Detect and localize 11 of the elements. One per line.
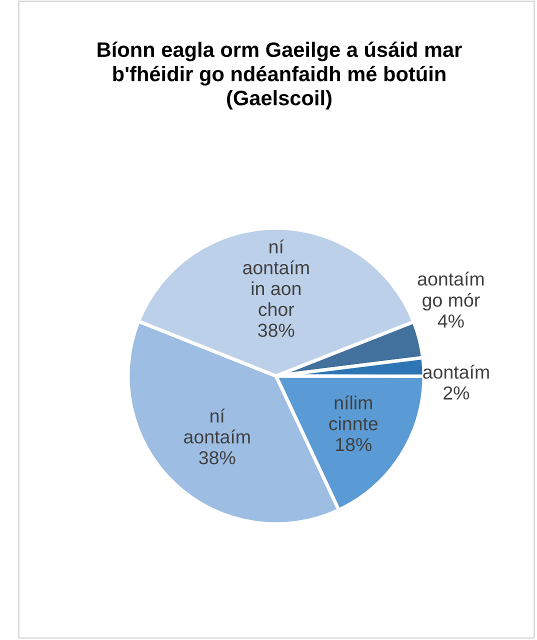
data-label: 4%: [438, 314, 464, 328]
slice-label: ní aontaím in aon chor: [243, 239, 309, 316]
data-label: 2%: [444, 386, 470, 400]
slice-label: aontaím go mór: [418, 272, 484, 311]
data-label: 18%: [336, 438, 372, 452]
slice-label: nílim cinnte: [329, 395, 378, 430]
slice-label: aontaím: [423, 364, 489, 379]
data-label: 38%: [199, 451, 236, 464]
data-label: 38%: [258, 324, 294, 337]
chart-title: Bíonn eagla orm Gaeilge a úsáid mar b'fhéidir go ndéanfaidh mé botúin (Gaelscoil): [98, 42, 462, 110]
slice-label: ní aontaím: [184, 408, 250, 444]
